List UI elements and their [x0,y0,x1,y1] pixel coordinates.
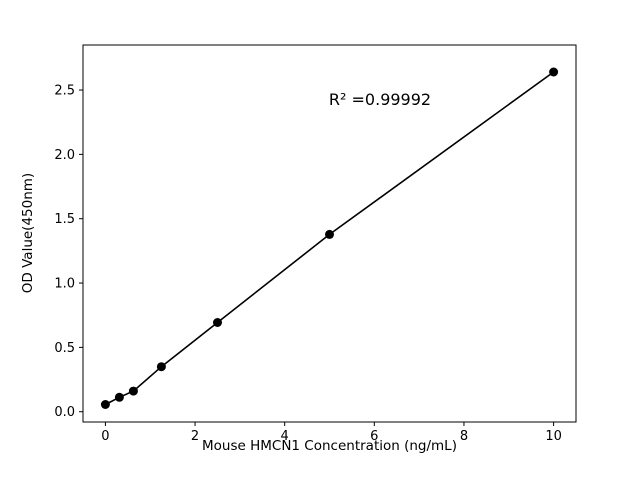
y-axis-label: OD Value(450nm) [20,172,36,294]
x-tick-label: 8 [460,429,468,444]
data-point-marker [156,362,166,372]
x-tick-label: 0 [101,429,109,444]
y-tick-label: 0.5 [54,341,75,356]
y-tick-label: 2.5 [54,84,75,99]
x-axis-label: Mouse HMCN1 Concentration (ng/mL) [202,438,457,454]
y-tick-label: 2.0 [54,148,75,163]
x-tick-label: 2 [191,429,199,444]
data-point-marker [213,318,222,327]
data-point-marker [549,67,559,77]
x-tick-label: 6 [370,429,378,444]
x-tick-label: 4 [281,429,289,444]
data-point-marker [325,229,334,239]
r-squared-annotation: R² =0.99992 [328,90,432,109]
y-tick-label: 0.0 [54,405,75,420]
axes-frame [82,44,577,423]
x-tick-label: 10 [545,429,562,444]
y-tick-label: 1.5 [54,212,75,227]
data-point-marker [114,392,124,402]
data-point-marker [128,386,138,396]
y-tick-label: 1.0 [54,277,75,292]
data-point-marker [100,400,110,409]
